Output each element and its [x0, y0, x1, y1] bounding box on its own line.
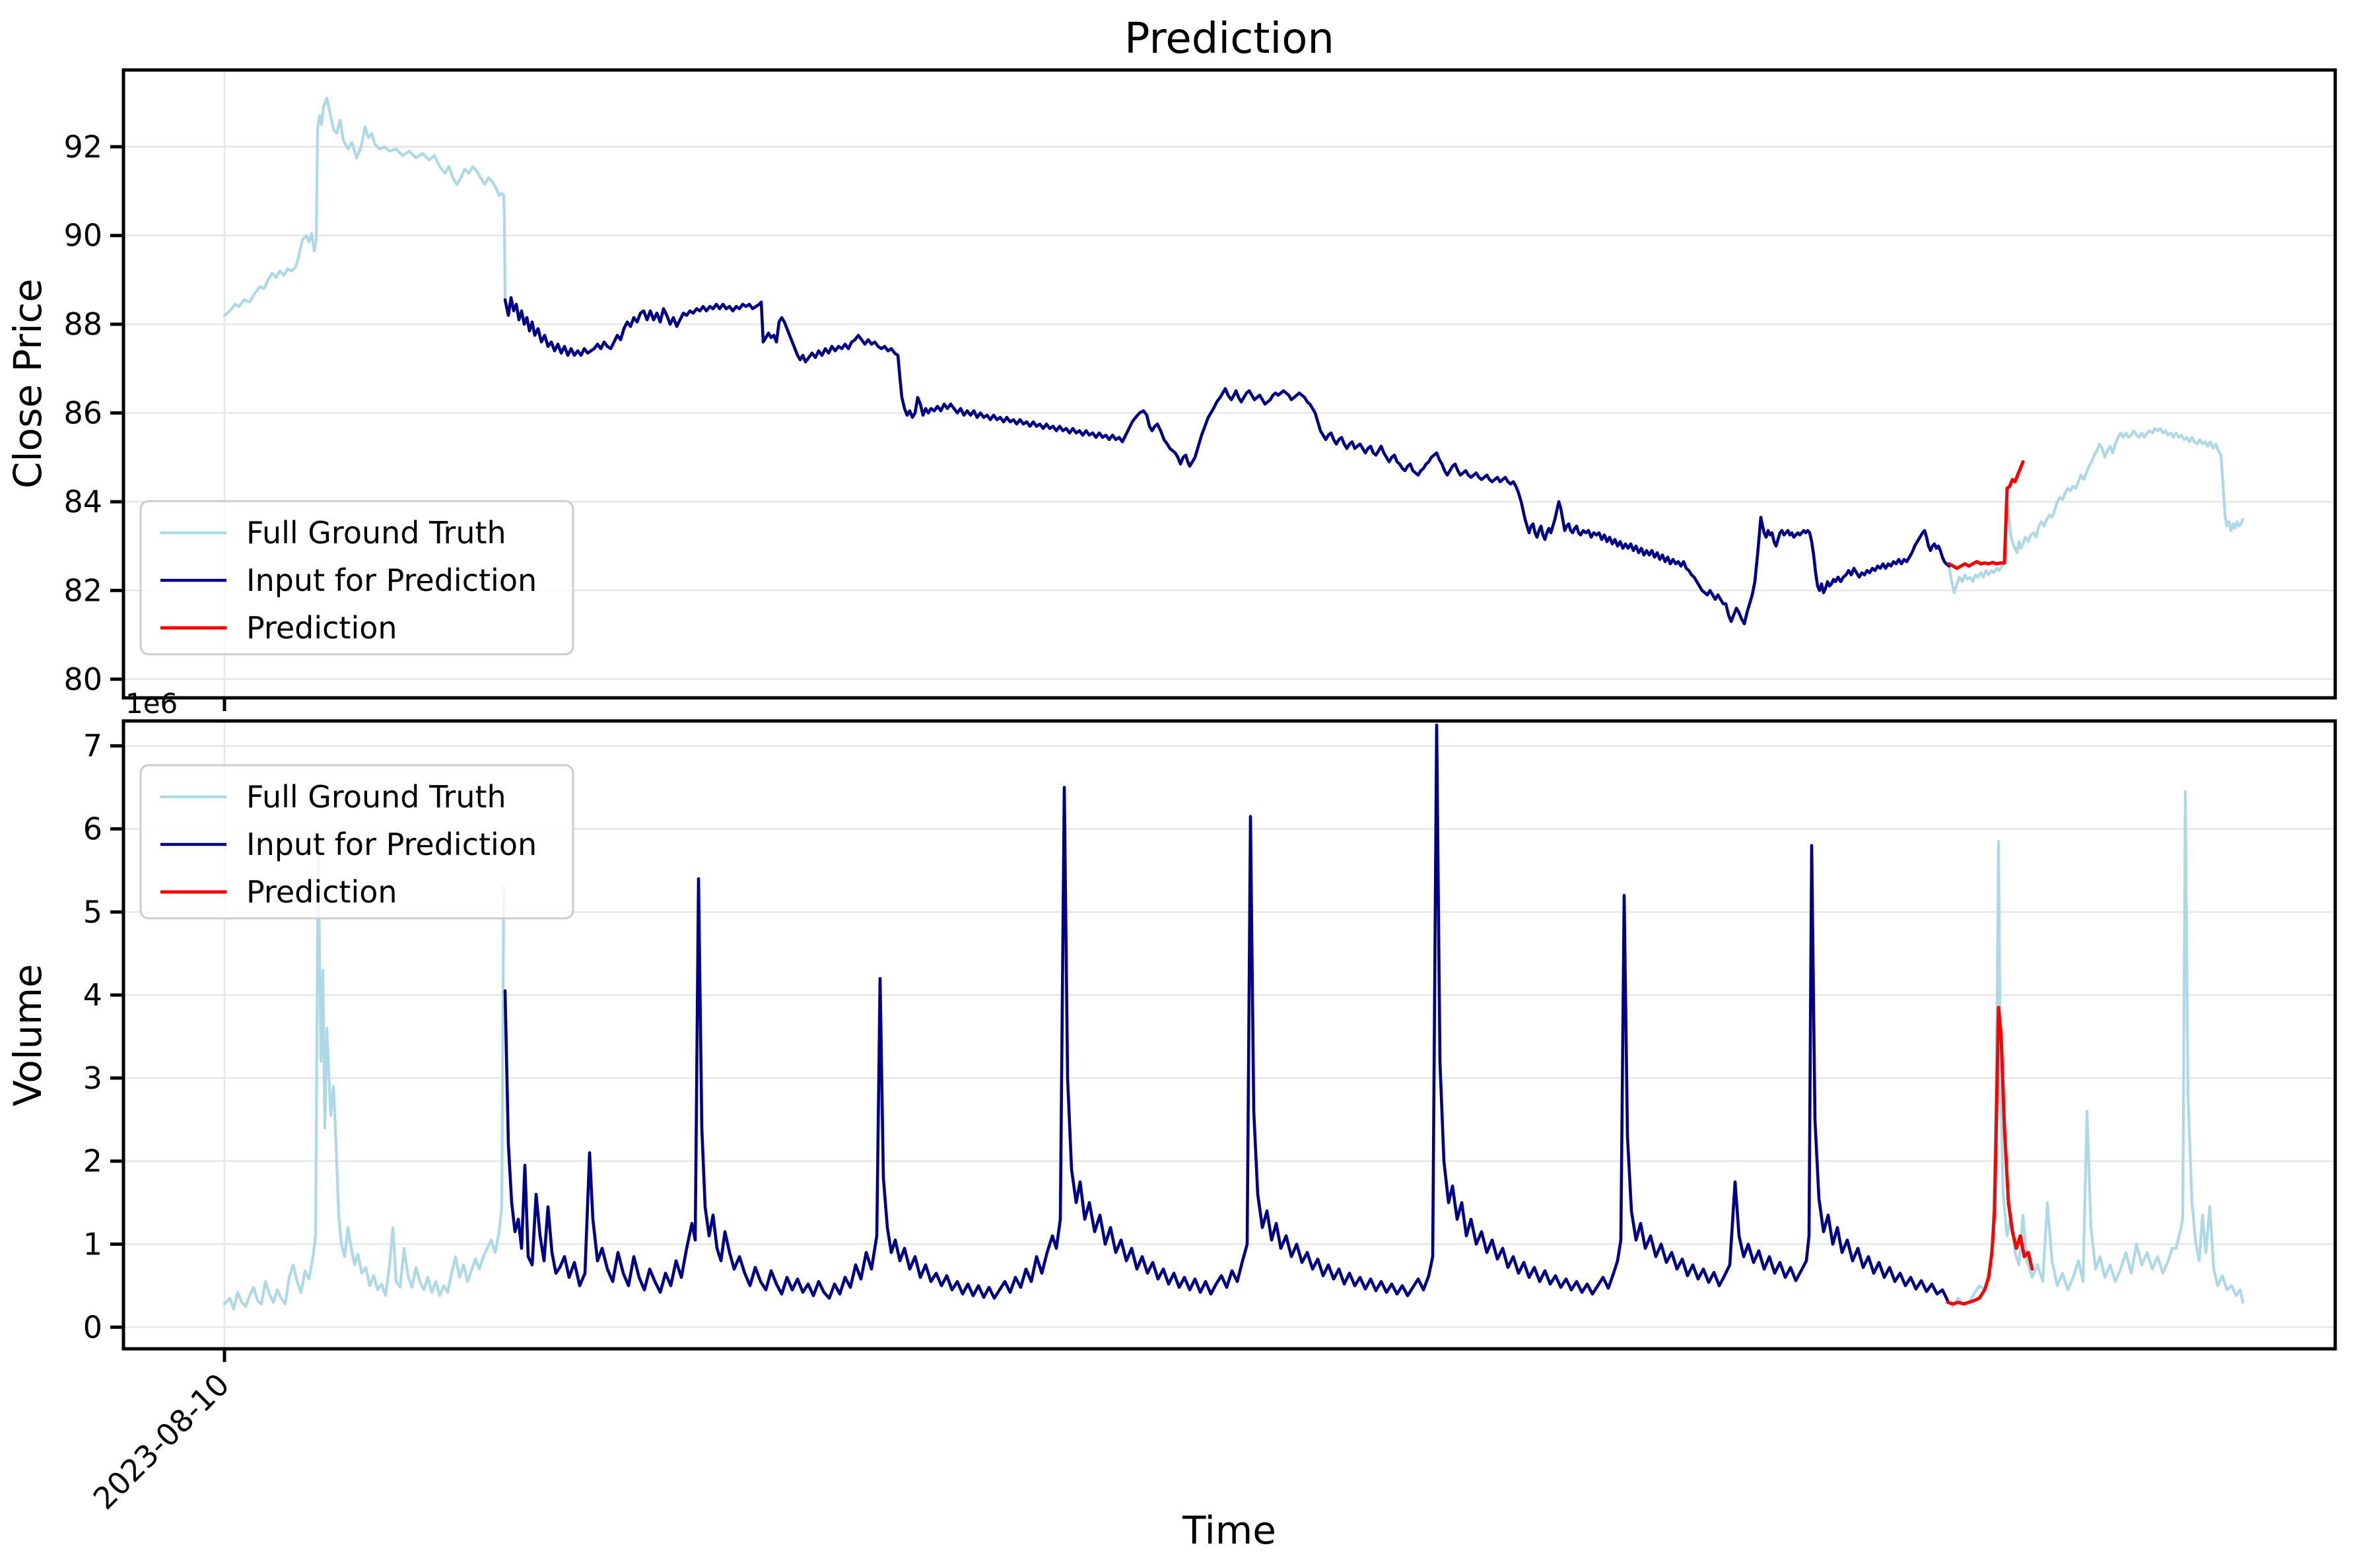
price-series — [222, 96, 2245, 626]
y-tick-label: 0 — [83, 1309, 102, 1345]
series-line-full-ground-truth — [1947, 426, 2245, 594]
figure-title: Prediction — [1124, 15, 1334, 63]
price-subplot: 80 82 84 86 88 90 92 Close Price Full Ground T… — [5, 68, 2337, 711]
series-line-input-for-prediction — [503, 724, 1950, 1303]
price-ticks: 80 82 84 86 88 90 92 — [63, 129, 226, 711]
x-tick-label-date: 2023-08-10 — [86, 1367, 236, 1517]
y-tick-label: 80 — [63, 662, 102, 697]
legend-label-prediction: Prediction — [246, 874, 397, 910]
volume-subplot: 0 1 2 3 4 5 6 7 1e6 Volume 2023-08-10 Time Full… — [5, 687, 2337, 1553]
y-tick-label: 7 — [83, 728, 102, 764]
series-line-prediction — [1947, 460, 2025, 570]
y-tick-label: 84 — [63, 484, 102, 520]
legend-label-full-ground-truth: Full Ground Truth — [246, 515, 506, 551]
x-axis-label: Time — [1182, 1508, 1276, 1553]
y-tick-label: 82 — [63, 572, 102, 608]
y-tick-label: 2 — [83, 1143, 102, 1179]
volume-offset-label: 1e6 — [125, 687, 178, 720]
price-plot-frame — [121, 68, 2337, 700]
legend-label-full-ground-truth: Full Ground Truth — [246, 779, 506, 815]
y-tick-label: 4 — [83, 977, 102, 1013]
legend-label-prediction: Prediction — [246, 610, 397, 646]
y-tick-label: 86 — [63, 395, 102, 431]
price-legend: Full Ground Truth Input for Prediction P… — [139, 500, 574, 656]
y-tick-label: 92 — [63, 129, 102, 164]
volume-plot-frame — [121, 719, 2337, 1351]
y-tick-label: 88 — [63, 306, 102, 342]
legend-label-input-for-prediction: Input for Prediction — [246, 562, 537, 598]
y-tick-label: 5 — [83, 894, 102, 930]
series-line-full-ground-truth — [222, 96, 507, 317]
y-tick-label: 1 — [83, 1227, 102, 1262]
price-y-axis-label: Close Price — [5, 279, 50, 489]
series-line-full-ground-truth — [222, 840, 506, 1311]
volume-y-axis-label: Volume — [5, 964, 50, 1107]
series-line-prediction — [1946, 1006, 2034, 1306]
y-tick-label: 90 — [63, 218, 102, 254]
series-line-input-for-prediction — [503, 296, 1951, 626]
series-line-full-ground-truth — [1947, 790, 2245, 1308]
y-tick-label: 3 — [83, 1060, 102, 1096]
volume-legend: Full Ground Truth Input for Prediction P… — [139, 764, 574, 920]
volume-series — [222, 724, 2245, 1311]
price-legend-box — [139, 500, 574, 656]
volume-legend-box — [139, 764, 574, 920]
volume-ticks: 0 1 2 3 4 5 6 7 — [83, 728, 226, 1362]
legend-label-input-for-prediction: Input for Prediction — [246, 827, 537, 862]
y-tick-label: 6 — [83, 811, 102, 847]
